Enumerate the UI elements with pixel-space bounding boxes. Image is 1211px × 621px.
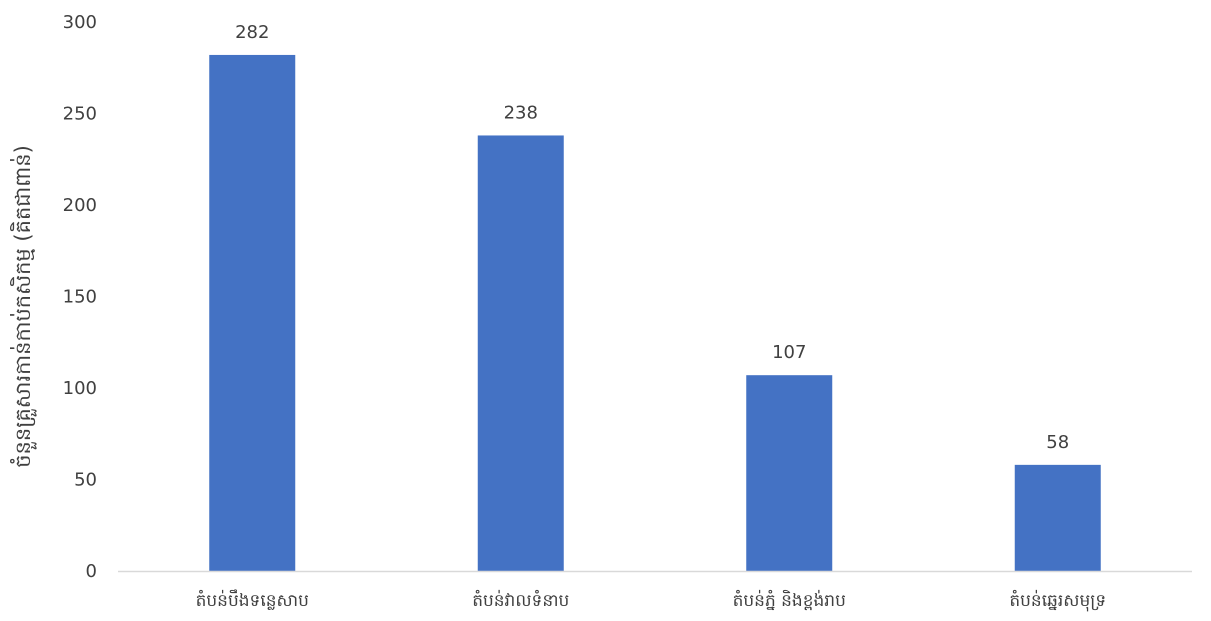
y-axis-ticks: 0 50 100 150 200 250 300: [63, 12, 97, 582]
category-label: តំបន់ភ្នំ និងខ្ពង់រាប: [733, 589, 846, 611]
category-label: តំបន់បឹងទន្លេសាប: [196, 589, 309, 611]
bar: [209, 54, 296, 571]
y-tick-label: 100: [63, 378, 97, 399]
y-axis-title: ចំនួនគ្រួសារកាន់កាប់កសិកម្ម (គិតជាពាន់): [10, 145, 37, 468]
y-tick-label: 200: [63, 195, 97, 216]
y-tick-label: 300: [63, 12, 97, 33]
bar: [477, 135, 564, 571]
data-label: 282: [235, 22, 269, 43]
y-tick-label: 0: [86, 561, 97, 582]
category-label: តំបន់វាលទំនាប: [472, 589, 569, 611]
data-label: 107: [772, 342, 806, 363]
x-axis-labels: តំបន់បឹងទន្លេសាប តំបន់វាលទំនាប តំបន់ភ្នំ ន…: [196, 589, 1107, 612]
category-label: តំបន់ឆ្នេរសមុទ្រ: [1009, 589, 1106, 612]
y-tick-label: 150: [63, 287, 97, 308]
bar: [1014, 464, 1101, 571]
y-tick-label: 250: [63, 104, 97, 125]
bars: [209, 54, 1101, 571]
bar: [746, 375, 833, 571]
data-label: 238: [504, 102, 538, 123]
data-labels: 282 238 107 58: [235, 22, 1069, 453]
data-label: 58: [1046, 432, 1069, 453]
y-tick-label: 50: [74, 470, 97, 491]
